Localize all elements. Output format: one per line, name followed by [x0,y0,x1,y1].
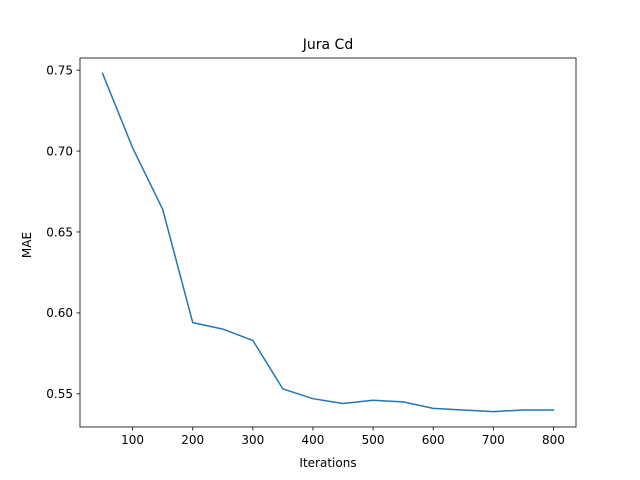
x-tick-label: 200 [181,433,204,447]
y-tick-label: 0.75 [46,63,73,77]
x-tick-label: 400 [302,433,325,447]
axes-frame [79,57,577,428]
x-tick-label: 300 [241,433,264,447]
x-axis-label: Iterations [299,456,356,470]
plot-area: 100 200 300 400 500 600 700 800 0.55 0.60 0.65 0.70… [46,57,577,447]
x-tick-label: 100 [121,433,144,447]
y-tick-label: 0.70 [46,144,73,158]
y-tick-label: 0.65 [46,225,73,239]
y-tick-label: 0.60 [46,306,73,320]
y-tick-label: 0.55 [46,387,73,401]
y-axis-label: MAE [20,232,34,258]
x-tick-label: 500 [362,433,385,447]
series-line-0 [101,72,555,413]
x-tick-label: 800 [542,433,565,447]
x-tick-label: 700 [482,433,505,447]
x-tick-label: 600 [422,433,445,447]
chart-title: Jura Cd [302,37,353,53]
